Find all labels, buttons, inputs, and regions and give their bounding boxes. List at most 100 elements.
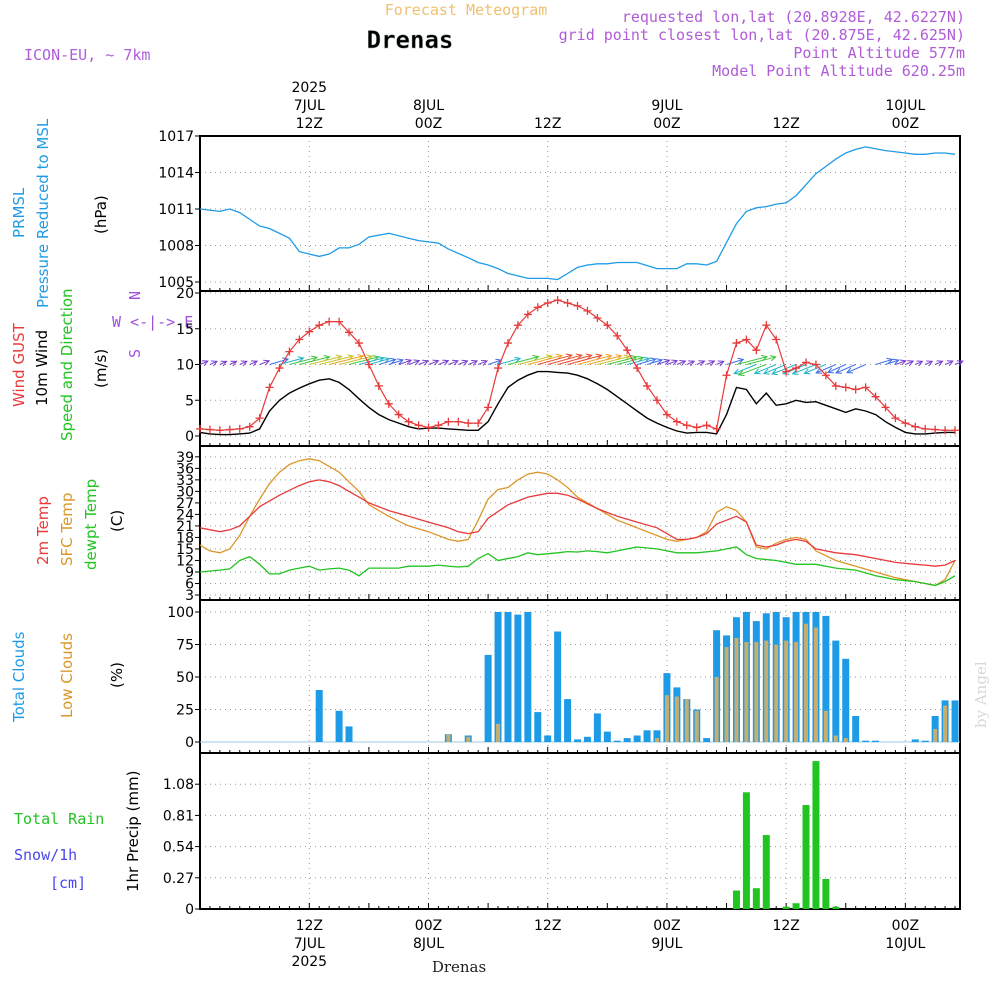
wind-arrow [771,364,797,375]
low-cloud-bar [794,641,799,742]
bottom-time-label: 7JUL [294,936,325,952]
gust-marker [702,421,711,430]
wind-arrow [726,358,744,365]
gust-marker [772,335,781,344]
wind-arrow [229,360,237,365]
bottom-time-label: 00Z [892,918,919,934]
prmsl-label: PRMSL [10,187,28,238]
gust-marker [732,339,741,348]
low-clouds-label: Low Clouds [58,633,76,718]
wind-arrow-head [760,354,769,362]
wind-arrow [309,355,342,365]
y-tick-label: 15 [176,322,194,338]
low-cloud-bar [525,742,530,743]
total-cloud-bar [514,614,522,742]
y-tick-label: 0.54 [163,840,194,856]
gust-marker [345,328,354,337]
wind-arrow-head [471,359,479,366]
low-cloud-bar [724,647,729,742]
model-altitude: Model Point Altitude 620.25m [712,62,965,80]
wind-arrow-head [461,359,469,366]
gust-marker [533,303,542,312]
gust-marker [782,367,791,376]
y-tick-label: 1011 [158,202,194,218]
gust-marker [196,424,204,433]
wind-arrow [676,360,686,365]
wind-arrow [537,354,572,365]
wind-arrow [815,364,837,374]
wind-arrow-head [946,360,954,367]
gust-marker [354,339,363,348]
wind-arrow [358,357,384,365]
wind-arrow-head [649,357,657,364]
dewpt-line [199,546,956,587]
wind-arrow [378,358,396,365]
wind-arrow-head [481,359,489,366]
y-tick-label: 9 [185,565,194,581]
wind-arrow [686,360,695,365]
gust-marker [802,358,811,367]
wind-arrow [249,360,258,365]
total-clouds-label: Total Clouds [10,631,28,723]
top-time-label: 2025 [291,80,327,96]
wind-arrow-head [397,358,405,365]
total-cloud-bar [633,735,641,742]
wind-arrow-head [926,360,934,367]
wind-arrow-head [595,353,603,360]
total-cloud-bar [564,699,572,742]
temp-labels: 2m Temp SFC Temp dewpt Temp (C) [34,479,126,570]
low-cloud-bar [446,734,451,742]
speed-dir-label: Speed and Direction [58,288,76,441]
y-tick-label: 39 [176,450,194,466]
low-cloud-bar [654,738,659,742]
wind-arrow-head [623,354,631,361]
dewpt-label: dewpt Temp [82,479,100,570]
gust-marker [931,425,940,434]
gust-marker [891,414,900,423]
wind-arrow-head [753,368,761,375]
low-cloud-bar [774,644,779,742]
total-cloud-bar [842,658,850,742]
y-tick-label: 1.08 [163,777,194,793]
wind-arrow-head [892,358,900,365]
wind-arrow-head [956,360,964,367]
wind-arrow [329,355,364,365]
y-tick-label: 50 [176,670,194,686]
wind-arrow [219,360,227,365]
gust-marker [762,321,771,330]
wind-arrow [448,360,459,365]
total-cloud-bar [832,640,840,742]
wind-arrow [804,364,827,374]
wind-arrow [418,360,429,365]
wind-arrow [636,358,656,365]
wind-arrow-head [936,360,944,367]
wind-arrow-head [615,354,623,361]
total-cloud-bar [494,612,502,742]
gust-marker [235,424,244,433]
wind-arrow [895,360,906,365]
y-tick-label: 0.27 [163,871,194,887]
wind-arrow-head [555,353,563,360]
total-cloud-bar [852,716,860,742]
low-cloud-bar [813,627,818,742]
gust-marker [553,296,562,305]
y-tick-label: 0 [185,735,194,751]
product-title: Forecast Meteogram [385,1,548,19]
top-time-label: 12Z [534,116,561,132]
wind-arrow [388,359,404,365]
total-cloud-bar [534,712,542,742]
clouds-panel: 0 25 50 75 100 [167,599,961,754]
gust-marker [871,392,880,401]
top-time-axis: 2025 7JUL 12Z 8JUL 00Z 12Z 9JUL 00Z 12Z 10JUL 00Z [291,80,925,132]
gust-marker [414,421,423,430]
wind-arrow [527,355,562,365]
total-cloud-bar [345,726,353,742]
plot-area: 1005100810111014101705101520369121518212… [158,80,964,970]
wind-arrow [736,356,768,365]
wind-arrow [666,360,678,365]
wind-arrow [577,355,612,365]
gust-marker [543,299,552,308]
gust-marker [643,381,652,390]
total-cloud-bar [524,612,532,742]
gust-marker [623,346,632,355]
